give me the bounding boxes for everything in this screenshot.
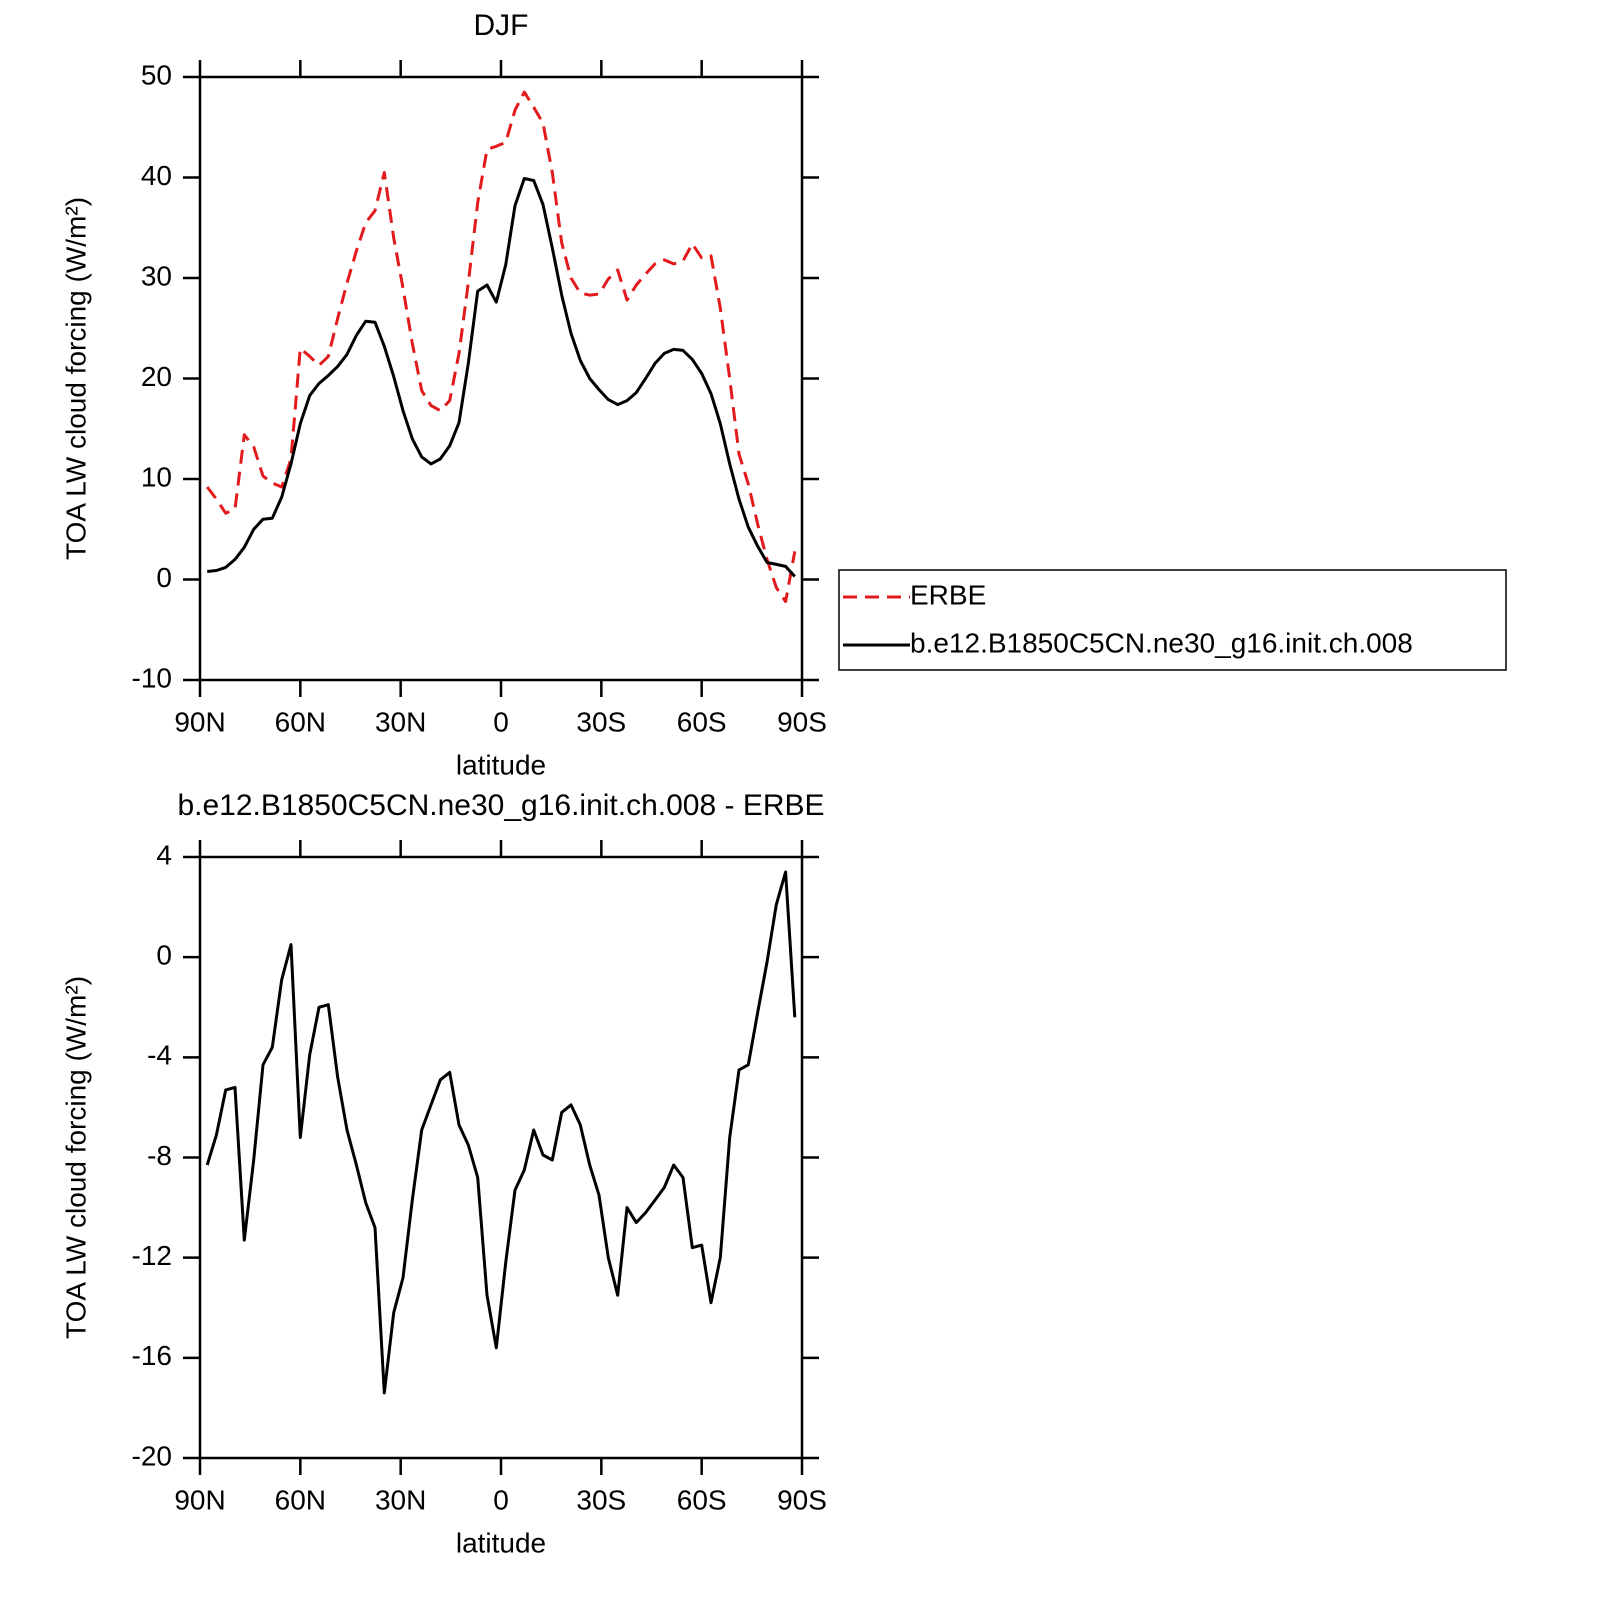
x-tick-label: 60N: [275, 706, 326, 737]
y-tick-label: 0: [156, 562, 172, 593]
y-tick-label: -8: [147, 1140, 172, 1171]
legend-box: [838, 569, 1507, 671]
y-tick-label: 50: [141, 59, 172, 90]
x-tick-label: 30S: [576, 1484, 626, 1515]
x-tick-label: 30N: [375, 1484, 426, 1515]
x-tick-label: 90N: [174, 1484, 225, 1515]
x-tick-label: 90S: [777, 706, 827, 737]
x-tick-label: 60S: [677, 1484, 727, 1515]
y-tick-label: 0: [156, 940, 172, 971]
y-tick-label: 20: [141, 361, 172, 392]
y-tick-label: -10: [132, 662, 172, 693]
x-axis-label: latitude: [456, 749, 546, 780]
y-axis-label: TOA LW cloud forcing (W/m²): [60, 197, 91, 560]
x-tick-label: 30S: [576, 706, 626, 737]
x-tick-label: 90S: [777, 1484, 827, 1515]
x-tick-label: 60N: [275, 1484, 326, 1515]
y-tick-label: -16: [132, 1340, 172, 1371]
y-tick-label: 10: [141, 461, 172, 492]
x-tick-label: 30N: [375, 706, 426, 737]
data-line: [206, 90, 797, 604]
y-tick-label: 40: [141, 160, 172, 191]
y-tick-label: -4: [147, 1040, 172, 1071]
x-tick-label: 60S: [677, 706, 727, 737]
plot-frame: [198, 75, 804, 682]
data-line: [207, 177, 796, 578]
y-tick-label: 30: [141, 260, 172, 291]
y-tick-label: -20: [132, 1440, 172, 1471]
chart-title: b.e12.B1850C5CN.ne30_g16.init.ch.008 - E…: [177, 789, 824, 822]
data-line: [205, 870, 797, 1395]
y-axis-label: TOA LW cloud forcing (W/m²): [60, 976, 91, 1339]
legend-label: b.e12.B1850C5CN.ne30_g16.init.ch.008: [910, 627, 1413, 658]
chart-title: DJF: [474, 9, 529, 42]
x-tick-label: 0: [493, 706, 509, 737]
x-tick-label: 0: [493, 1484, 509, 1515]
y-tick-label: -12: [132, 1240, 172, 1271]
x-axis-label: latitude: [456, 1527, 546, 1558]
x-tick-label: 90N: [174, 706, 225, 737]
legend-label: ERBE: [910, 579, 986, 610]
y-tick-label: 4: [156, 839, 172, 870]
